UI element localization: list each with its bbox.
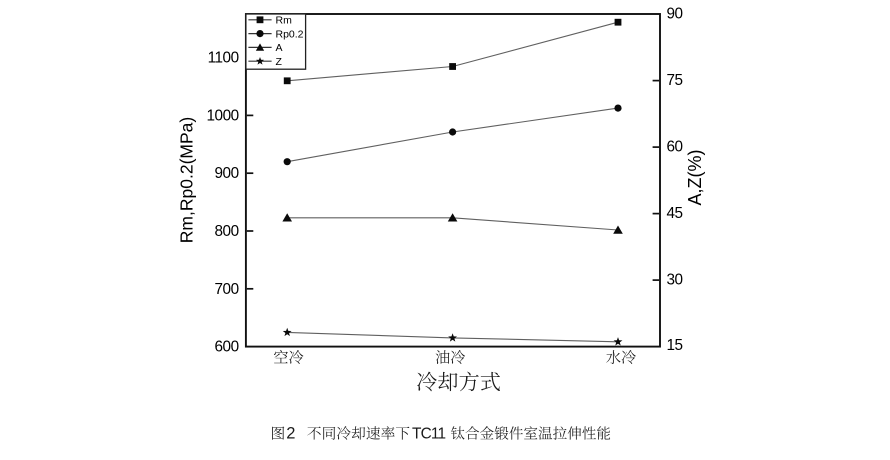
svg-text:Z: Z: [276, 56, 283, 68]
svg-text:1100: 1100: [208, 50, 239, 67]
svg-text:700: 700: [215, 281, 239, 298]
svg-text:60: 60: [667, 139, 683, 156]
svg-text:Rp0.2: Rp0.2: [276, 28, 304, 40]
svg-text:45: 45: [667, 205, 683, 222]
svg-text:2: 2: [286, 425, 295, 443]
svg-text:Rm: Rm: [276, 15, 293, 27]
svg-text:1000: 1000: [206, 107, 238, 124]
svg-text:800: 800: [215, 223, 239, 240]
svg-text:30: 30: [667, 272, 683, 289]
svg-text:TC11: TC11: [412, 426, 446, 443]
svg-text:Rm,Rp0.2(MPa): Rm,Rp0.2(MPa): [176, 117, 196, 243]
svg-text:A,Z(%): A,Z(%): [685, 150, 705, 206]
svg-text:600: 600: [215, 339, 239, 356]
svg-text:15: 15: [667, 337, 683, 354]
svg-text:900: 900: [215, 165, 239, 182]
svg-text:90: 90: [667, 6, 683, 23]
svg-text:75: 75: [667, 72, 683, 89]
svg-text:A: A: [276, 42, 283, 54]
